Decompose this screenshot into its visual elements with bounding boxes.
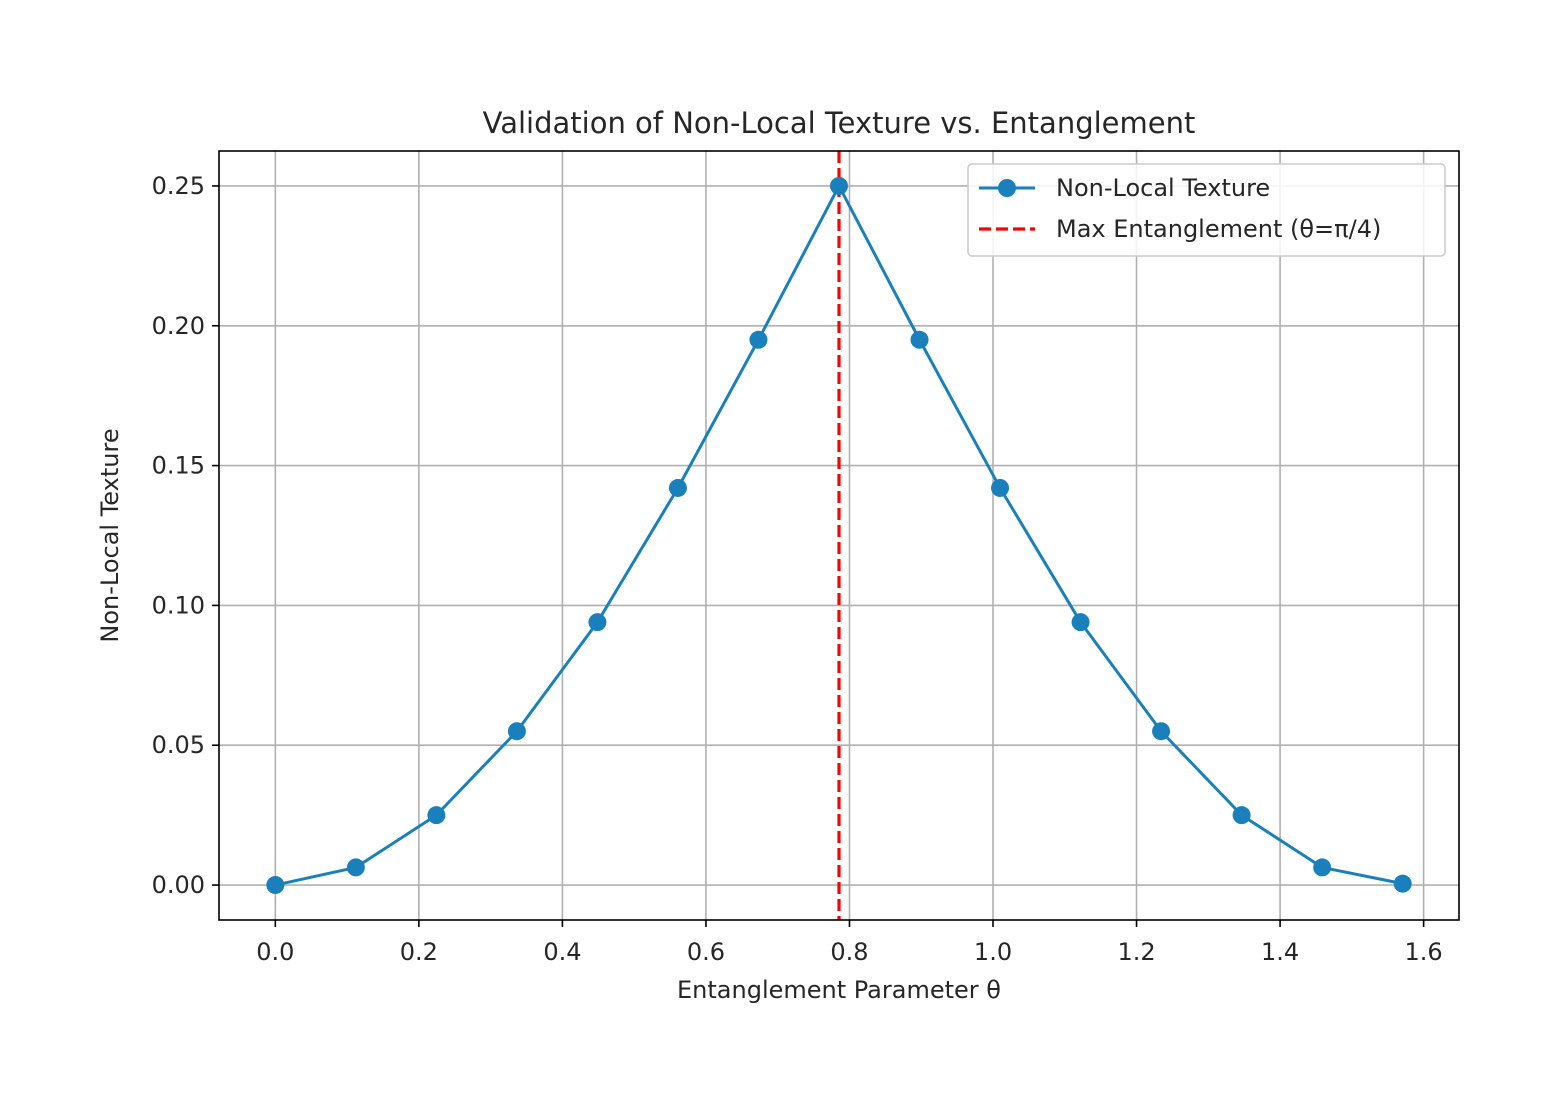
data-point [427,806,446,825]
data-point [991,478,1010,497]
x-tick-label: 0.6 [687,938,725,966]
y-tick-label: 0.00 [152,871,205,899]
x-tick-label: 0.2 [400,938,438,966]
legend: Non-Local Texture Max Entanglement (θ=π/4… [967,163,1446,257]
x-tick-label: 1.6 [1405,938,1443,966]
data-point [1232,806,1251,825]
data-point [1152,722,1171,741]
y-tick-label: 0.25 [152,172,205,200]
data-point [1071,613,1090,632]
x-tick-label: 1.2 [1117,938,1155,966]
legend-series-label: Non-Local Texture [1056,174,1270,202]
x-tick-label: 1.4 [1261,938,1299,966]
x-tick-label: 0.4 [543,938,581,966]
y-tick-label: 0.05 [152,731,205,759]
x-tick-label: 0.0 [256,938,294,966]
data-point [1313,858,1332,877]
data-point [507,722,526,741]
legend-reference-label: Max Entanglement (θ=π/4) [1056,215,1381,243]
legend-series-marker [998,179,1016,197]
data-point [749,330,768,349]
y-tick-label: 0.15 [152,452,205,480]
x-axis-ticks: 0.0 0.2 0.4 0.6 0.8 1.0 1.2 1.4 1.6 [256,920,1443,966]
x-tick-label: 1.0 [974,938,1012,966]
y-tick-label: 0.10 [152,591,205,619]
y-tick-label: 0.20 [152,312,205,340]
data-point [346,858,365,877]
data-point [1393,874,1412,893]
y-axis-ticks: 0.00 0.05 0.10 0.15 0.20 0.25 [152,172,219,899]
series [266,176,1412,895]
y-axis-label: Non-Local Texture [96,428,124,642]
data-point [910,330,929,349]
x-axis-label: Entanglement Parameter θ [677,976,1001,1004]
x-tick-label: 0.8 [830,938,868,966]
chart-title: Validation of Non-Local Texture vs. Enta… [483,106,1196,140]
data-point [588,613,607,632]
data-point [668,478,687,497]
data-point [830,176,848,195]
data-point [266,876,285,895]
plot-area-frame [218,150,1460,921]
legend-box [967,163,1446,257]
